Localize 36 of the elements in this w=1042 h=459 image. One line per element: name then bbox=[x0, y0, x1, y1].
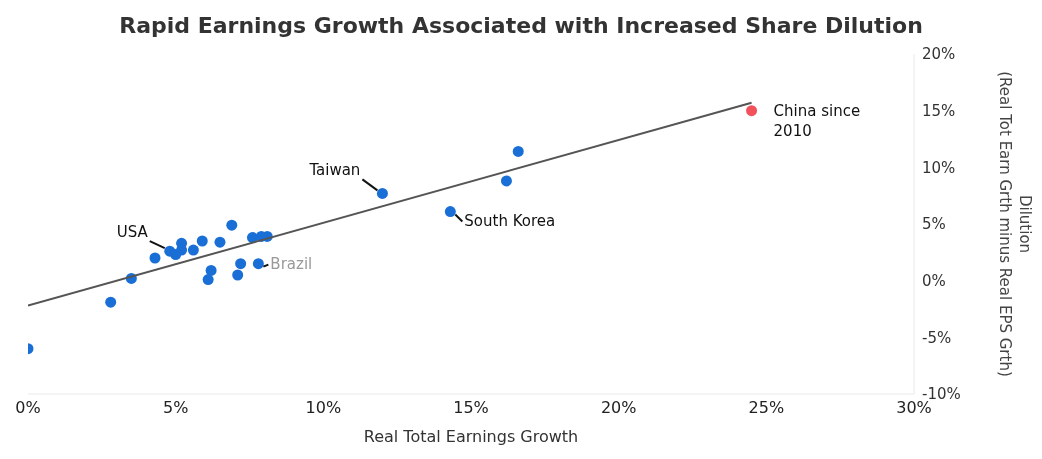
x-tick-label: 10% bbox=[305, 398, 342, 418]
point bbox=[746, 105, 758, 117]
chart-title: Rapid Earnings Growth Associated with Increased Share Dilution bbox=[118, 12, 924, 40]
x-tick-label: 15% bbox=[453, 398, 489, 418]
point bbox=[512, 145, 524, 157]
x-tick-label: 20% bbox=[600, 398, 637, 418]
y-tick-label: 15% bbox=[922, 101, 956, 120]
point bbox=[376, 187, 388, 199]
annotation: South Korea bbox=[464, 211, 556, 230]
point bbox=[196, 235, 208, 247]
x-tick-label: 25% bbox=[748, 398, 785, 418]
point bbox=[500, 175, 512, 187]
annotation: USA bbox=[116, 223, 149, 242]
y-tick-label: 10% bbox=[922, 158, 956, 177]
annotation: Taiwan bbox=[308, 161, 361, 180]
x-tick-label: 5% bbox=[162, 398, 189, 418]
point bbox=[205, 264, 217, 276]
point bbox=[444, 206, 456, 218]
point bbox=[235, 258, 247, 270]
point bbox=[149, 252, 161, 264]
point bbox=[105, 296, 117, 308]
annotation: Brazil bbox=[270, 254, 313, 273]
y-axis-title: Dilution (Real Tot Earn Grth minus Real EPS Grth) bbox=[996, 71, 1034, 377]
y-tick-label: 20% bbox=[922, 45, 956, 64]
x-axis-title: Real Total Earnings Growth bbox=[363, 427, 579, 446]
annotation: China since 2010 bbox=[773, 101, 861, 140]
point bbox=[214, 236, 226, 248]
point bbox=[202, 274, 214, 286]
point bbox=[232, 269, 244, 281]
point bbox=[187, 244, 199, 256]
point bbox=[252, 258, 264, 270]
y-tick-label: -5% bbox=[922, 328, 952, 347]
y-tick-label: 0% bbox=[922, 271, 946, 290]
y-tick-label: 5% bbox=[922, 215, 946, 234]
x-tick-label: 0% bbox=[15, 398, 41, 418]
point bbox=[226, 219, 238, 231]
